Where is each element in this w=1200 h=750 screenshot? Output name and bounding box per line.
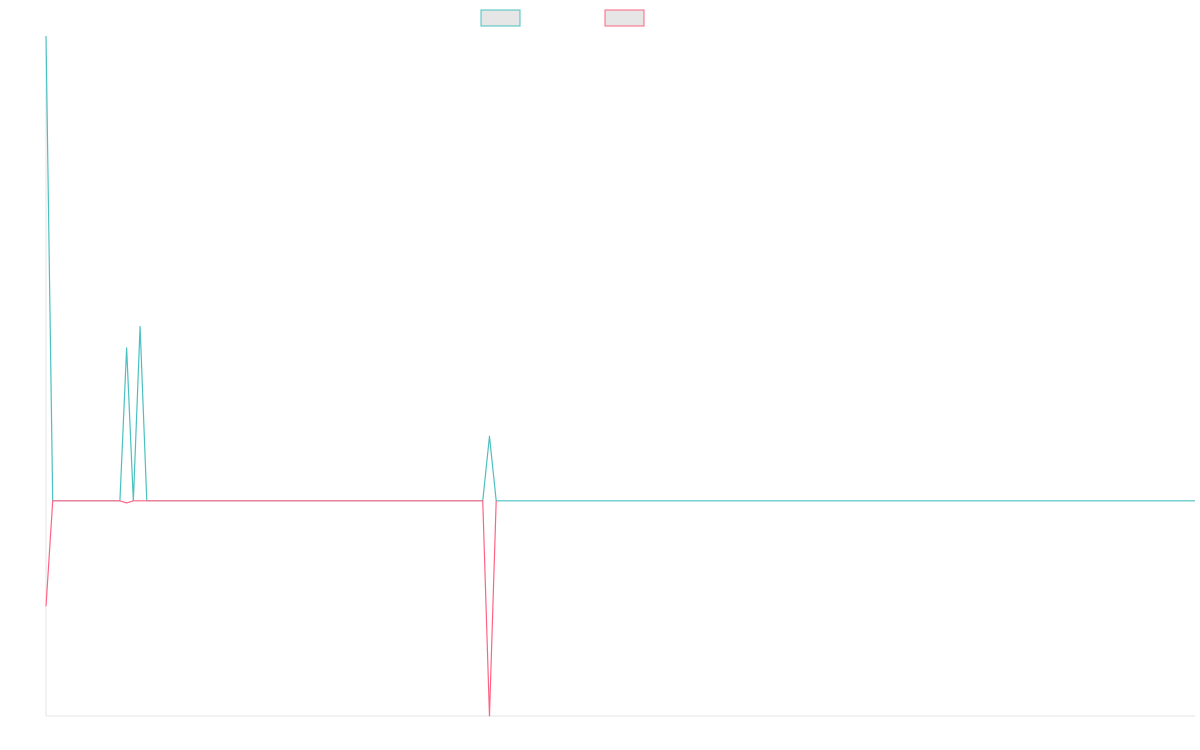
- chart-legend[interactable]: [480, 9, 645, 27]
- legend-swatch-1[interactable]: [480, 9, 521, 27]
- legend-swatch-2[interactable]: [604, 9, 645, 27]
- plot-area: [45, 35, 1195, 717]
- series-line-2: [45, 500, 497, 717]
- chart-axes: [45, 36, 1195, 717]
- series-line-1: [45, 35, 1195, 502]
